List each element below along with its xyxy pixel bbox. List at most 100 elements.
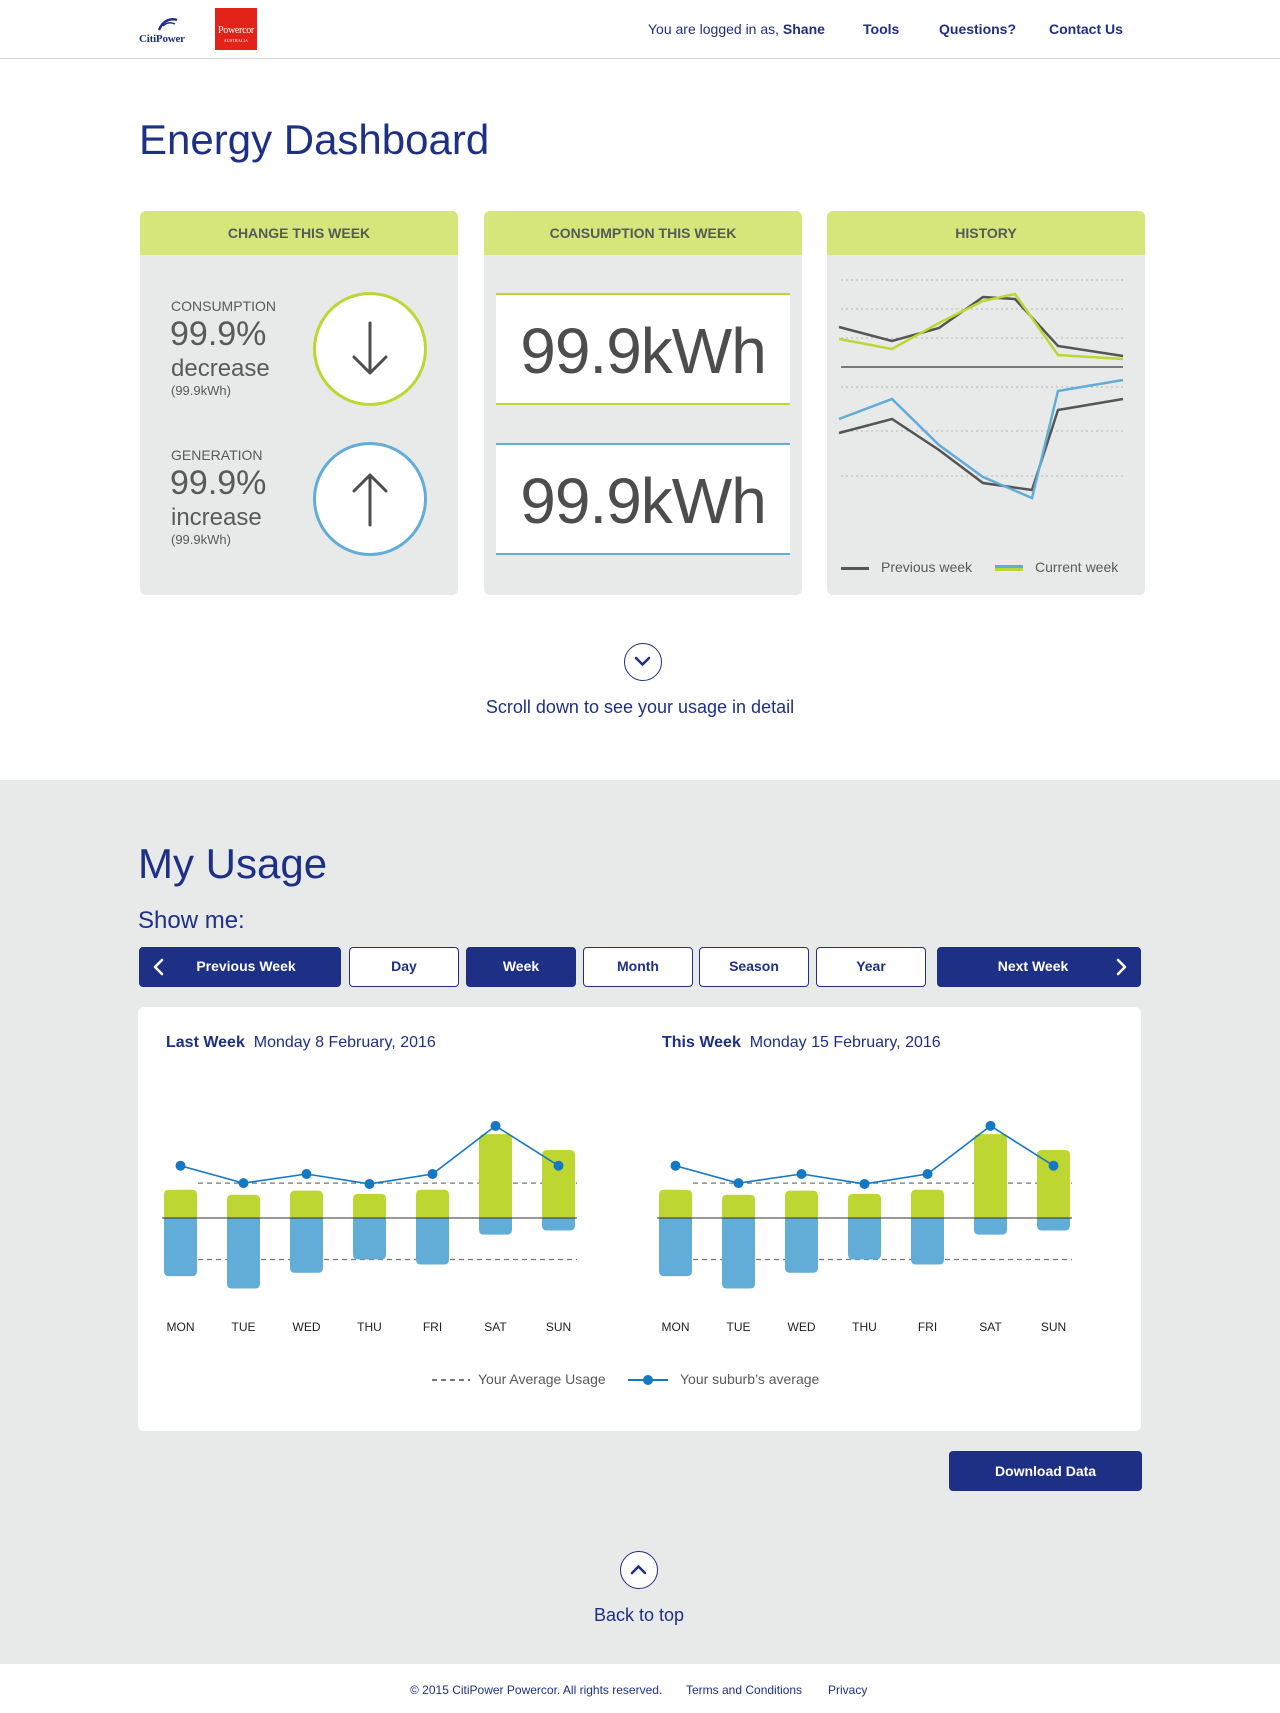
card-title: CONSUMPTION THIS WEEK bbox=[484, 211, 802, 255]
consumption-bar bbox=[164, 1189, 197, 1218]
day-label: TUE bbox=[727, 1320, 751, 1334]
this-week-label: This Week bbox=[662, 1034, 741, 1051]
day-label: THU bbox=[357, 1320, 382, 1334]
change-this-week-card: CHANGE THIS WEEK CONSUMPTION 99.9% decre… bbox=[140, 211, 458, 595]
card-title: HISTORY bbox=[827, 211, 1145, 255]
suburb-average-point bbox=[364, 1178, 375, 1189]
download-data-button[interactable]: Download Data bbox=[949, 1451, 1142, 1491]
generation-label: GENERATION bbox=[171, 447, 263, 463]
powercor-logo[interactable]: Powercor AUSTRALIA bbox=[215, 8, 257, 50]
consumption-bar bbox=[290, 1190, 323, 1218]
consumption-bar bbox=[785, 1190, 818, 1218]
suburb-average-point bbox=[175, 1160, 186, 1171]
day-label: FRI bbox=[423, 1320, 442, 1334]
generation-bar bbox=[1037, 1218, 1070, 1231]
consumption-this-week-card: CONSUMPTION THIS WEEK 99.9kWh 99.9kWh bbox=[484, 211, 802, 595]
previous-week-button[interactable]: Previous Week bbox=[139, 947, 341, 987]
citipower-swoosh-icon bbox=[157, 18, 178, 31]
footer-privacy-link[interactable]: Privacy bbox=[828, 1683, 868, 1697]
arrow-down-icon bbox=[352, 321, 388, 375]
generation-change-badge bbox=[313, 442, 427, 556]
footer-terms-link[interactable]: Terms and Conditions bbox=[686, 1683, 803, 1697]
period-season-button[interactable]: Season bbox=[699, 947, 809, 987]
day-label: WED bbox=[293, 1320, 321, 1334]
period-month-button[interactable]: Month bbox=[583, 947, 693, 987]
citipower-logo[interactable]: CitiPower bbox=[139, 16, 201, 46]
this-week-date: Monday 15 February, 2016 bbox=[749, 1034, 941, 1051]
consumption-bar bbox=[479, 1134, 512, 1218]
nav-contact-us[interactable]: Contact Us bbox=[1049, 21, 1123, 37]
nav-questions[interactable]: Questions? bbox=[939, 21, 1017, 37]
suburb-average-point bbox=[733, 1178, 744, 1189]
generation-bar bbox=[353, 1218, 386, 1260]
consumption-bar bbox=[542, 1149, 575, 1218]
show-me-label: Show me: bbox=[138, 907, 245, 934]
next-week-label: Next Week bbox=[997, 958, 1069, 974]
legend-current-week: Current week bbox=[995, 559, 1118, 575]
consumption-bar bbox=[911, 1189, 944, 1218]
previous-week-label: Previous Week bbox=[196, 958, 296, 974]
generation-bar bbox=[974, 1218, 1007, 1235]
day-label: WED bbox=[788, 1320, 816, 1334]
nav-tools[interactable]: Tools bbox=[863, 21, 900, 37]
usage-title: My Usage bbox=[138, 840, 328, 887]
day-label: MON bbox=[167, 1320, 195, 1334]
consumption-bar bbox=[353, 1193, 386, 1218]
generation-bar bbox=[542, 1218, 575, 1231]
user-name[interactable]: Shane bbox=[782, 21, 825, 37]
day-label: SUN bbox=[1041, 1320, 1066, 1334]
legend-current-label: Current week bbox=[1035, 559, 1119, 575]
history-current-generation-line bbox=[838, 378, 1124, 500]
next-week-button[interactable]: Next Week bbox=[937, 947, 1141, 987]
footer-copyright: © 2015 CitiPower Powercor. All rights re… bbox=[410, 1683, 663, 1697]
consumption-change-badge bbox=[313, 292, 427, 406]
generation-bar bbox=[164, 1218, 197, 1277]
consumption-bar bbox=[227, 1194, 260, 1218]
chevron-down-icon bbox=[634, 656, 651, 666]
period-day-button[interactable]: Day bbox=[349, 947, 459, 987]
day-label: SAT bbox=[979, 1320, 1002, 1334]
consumption-change-value: 99.9% bbox=[170, 315, 267, 353]
day-label: SAT bbox=[484, 1320, 507, 1334]
history-chart bbox=[838, 279, 1124, 500]
suburb-average-point bbox=[427, 1169, 438, 1180]
page-title: Energy Dashboard bbox=[139, 116, 490, 163]
site-header: CitiPower Powercor AUSTRALIA You are log… bbox=[0, 0, 1280, 59]
back-to-top-button[interactable] bbox=[620, 1551, 658, 1589]
legend-average-usage: Your Average Usage bbox=[432, 1371, 606, 1387]
logged-in-prefix: You are logged in as, bbox=[648, 21, 780, 37]
history-card: HISTORY Previous week Current week bbox=[827, 211, 1145, 595]
suburb-average-point bbox=[922, 1169, 933, 1180]
consumption-change-kwh: (99.9kWh) bbox=[171, 383, 231, 398]
suburb-average-point bbox=[985, 1120, 996, 1131]
powercor-logo-sub: AUSTRALIA bbox=[223, 38, 249, 43]
back-to-top-link[interactable]: Back to top bbox=[593, 1605, 685, 1625]
period-year-button[interactable]: Year bbox=[816, 947, 926, 987]
card-title: CHANGE THIS WEEK bbox=[140, 211, 458, 255]
suburb-average-point bbox=[553, 1160, 564, 1171]
day-label: SUN bbox=[546, 1320, 571, 1334]
last-week-date: Monday 8 February, 2016 bbox=[253, 1034, 436, 1051]
dashed-line-icon bbox=[432, 1379, 470, 1382]
history-current-consumption-line bbox=[838, 292, 1124, 361]
period-week-button[interactable]: Week bbox=[466, 947, 576, 987]
scroll-down-button[interactable] bbox=[624, 643, 662, 681]
generation-bar bbox=[416, 1218, 449, 1265]
consumption-bar bbox=[1037, 1149, 1070, 1218]
consumption-kwh-value: 99.9kWh bbox=[496, 293, 790, 405]
arrow-up-icon bbox=[352, 473, 388, 527]
chevron-right-icon bbox=[1116, 958, 1127, 976]
consumption-bar bbox=[722, 1194, 755, 1218]
chevron-up-icon bbox=[630, 1565, 647, 1575]
history-previous-generation-line bbox=[838, 397, 1124, 492]
suburb-average-point bbox=[1048, 1160, 1059, 1171]
generation-bar bbox=[722, 1218, 755, 1289]
generation-bar bbox=[290, 1218, 323, 1273]
suburb-average-point bbox=[859, 1178, 870, 1189]
generation-change-kwh: (99.9kWh) bbox=[171, 532, 231, 547]
legend-previous-label: Previous week bbox=[881, 559, 973, 575]
generation-bar bbox=[848, 1218, 881, 1260]
scroll-down-hint[interactable]: Scroll down to see your usage in detail bbox=[485, 697, 795, 717]
powercor-logo-text: Powercor bbox=[218, 25, 254, 36]
day-label: THU bbox=[852, 1320, 877, 1334]
